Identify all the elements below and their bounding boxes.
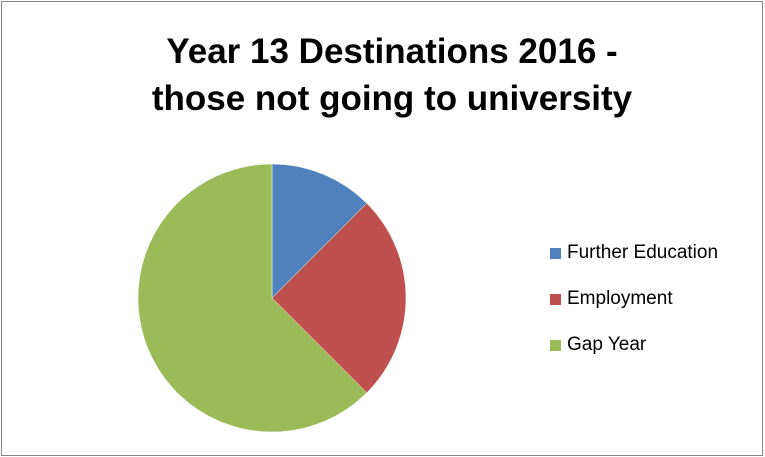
legend-swatch-further-education bbox=[550, 247, 561, 259]
legend-item-further-education: Further Education bbox=[550, 240, 718, 266]
legend-swatch-employment bbox=[550, 293, 561, 305]
pie-slice-gap-year bbox=[137, 163, 368, 433]
pie-slice-employment bbox=[271, 202, 407, 394]
legend: Further Education Employment Gap Year bbox=[550, 240, 718, 378]
legend-item-employment: Employment bbox=[550, 286, 718, 312]
pie-slice-further-education bbox=[271, 163, 368, 299]
chart-title: Year 13 Destinations 2016 - those not go… bbox=[2, 28, 765, 122]
chart-title-line-2: those not going to university bbox=[151, 79, 633, 118]
legend-swatch-gap-year bbox=[550, 339, 561, 351]
legend-label-gap-year: Gap Year bbox=[567, 334, 647, 355]
pie-slices bbox=[137, 163, 407, 433]
chart-title-line-1: Year 13 Destinations 2016 - bbox=[166, 32, 618, 71]
legend-label-further-education: Further Education bbox=[567, 242, 719, 263]
legend-item-gap-year: Gap Year bbox=[550, 332, 718, 358]
legend-label-employment: Employment bbox=[567, 288, 673, 309]
